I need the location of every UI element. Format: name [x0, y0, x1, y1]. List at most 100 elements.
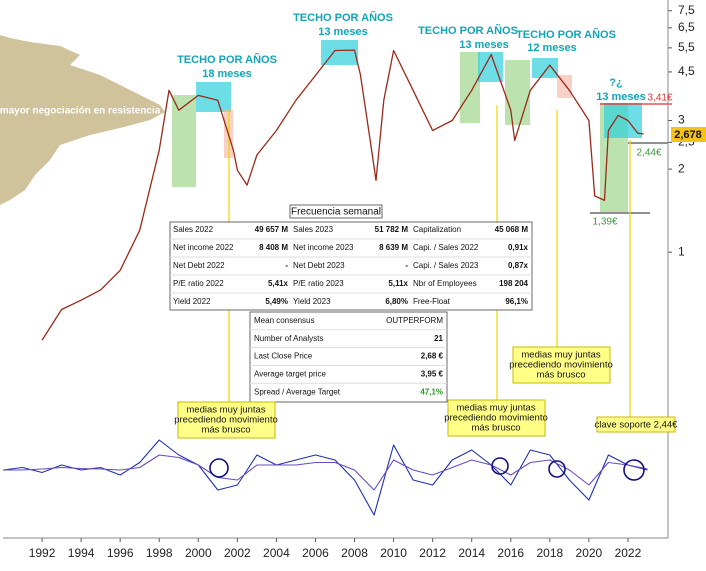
callout-line: precediendo movimiento: [444, 413, 548, 424]
price-line: [41, 49, 644, 341]
table-cell: Net Debt 2023: [293, 261, 345, 270]
table-cell: 5,49%: [265, 297, 288, 306]
table-cell: P/E ratio 2022: [173, 279, 224, 288]
ceiling-title: TECHO POR AÑOS: [516, 28, 616, 41]
callout-line: clave soporte 2,44€: [595, 420, 679, 431]
consensus-table: [249, 311, 448, 403]
table-cell: 21: [434, 334, 443, 343]
x-tick-label: 2006: [302, 546, 329, 560]
table-cell: Yield 2023: [293, 297, 331, 306]
level-label: 2,44€: [636, 148, 661, 159]
level-label: 1,39€: [592, 217, 617, 228]
table-cell: Average target price: [254, 370, 326, 379]
x-tick-label: 2018: [536, 546, 563, 560]
highlight-box: [196, 82, 231, 112]
table-cell: Net Debt 2022: [173, 261, 225, 270]
table-cell: 6,80%: [385, 297, 408, 306]
ceiling-title: TECHO POR AÑOS: [177, 53, 277, 66]
table-cell: 0,87x: [508, 261, 529, 270]
x-tick-label: 1996: [107, 546, 134, 560]
table-title-box: [289, 204, 383, 219]
callout-box: [596, 416, 676, 433]
table-cell: Yield 2022: [173, 297, 211, 306]
last-price: 2,678: [674, 129, 702, 141]
y-tick-label: 4,5: [678, 64, 695, 78]
table-cell: 2,68 €: [421, 352, 444, 361]
ceiling-title: TECHO POR AÑOS: [293, 11, 393, 24]
volume-profile: [0, 35, 165, 205]
table-cell: Capi. / Sales 2022: [413, 243, 479, 252]
x-tick-label: 1998: [146, 546, 173, 560]
highlight-box: [604, 103, 642, 138]
ceiling-period: 12 meses: [527, 42, 577, 54]
table-cell: 8 408 M: [259, 243, 288, 252]
callout-line: más brusco: [471, 423, 520, 434]
table-cell: OUTPERFORM: [386, 316, 443, 325]
callout-box: [177, 401, 276, 439]
oscillator-line: [2, 439, 648, 516]
x-tick-label: 2004: [263, 546, 290, 560]
ceiling-period: 18 meses: [202, 68, 252, 80]
table-cell: 5,41x: [268, 279, 289, 288]
highlight-box: [505, 60, 530, 125]
signal-circle: [548, 460, 566, 478]
y-tick-label: 3: [678, 113, 685, 127]
table-cell: 8 639 M: [379, 243, 408, 252]
callout-line: medias muy juntas: [456, 403, 535, 414]
x-tick-label: 2002: [224, 546, 251, 560]
signal-circle: [491, 457, 509, 475]
signal-circle: [209, 458, 229, 478]
x-tick-label: 2000: [185, 546, 212, 560]
volume-note: mayor negociación en resistencia: [0, 106, 161, 117]
table-cell: -: [285, 261, 288, 270]
table-cell: Nbr of Employees: [413, 279, 477, 288]
table-cell: 5,11x: [388, 279, 408, 288]
consensus-rows: Mean consensus OUTPERFORM Number of Analys…: [250, 316, 447, 396]
signal-circle: [623, 459, 645, 481]
table-cell: Capi. / Sales 2023: [413, 261, 479, 270]
ceiling-period: 13 meses: [459, 39, 509, 51]
fundamentals-rows: Sales 2022 49 657 M Sales 2023 51 782 M Capi…: [170, 225, 532, 306]
highlight-box: [532, 58, 558, 78]
table-title: Frecuencia semanal: [291, 207, 381, 218]
highlight-box: [460, 52, 480, 123]
y-tick-label: 6,5: [678, 20, 695, 34]
table-cell: Net income 2022: [173, 243, 234, 252]
table-cell: P/E ratio 2023: [293, 279, 344, 288]
table-cell: Free-Float: [413, 297, 451, 306]
ceiling-title: ?¿: [609, 77, 623, 89]
table-cell: Spread / Average Target: [254, 387, 341, 396]
x-tick-label: 2014: [458, 546, 485, 560]
table-cell: 51 782 M: [375, 225, 409, 234]
last-price-box: [671, 127, 706, 142]
table-cell: Number of Analysts: [254, 334, 323, 343]
table-cell: Last Close Price: [254, 352, 313, 361]
x-tick-label: 2010: [380, 546, 407, 560]
y-tick-label: 5,5: [678, 40, 695, 54]
x-tick-label: 2012: [419, 546, 446, 560]
highlight-box: [172, 95, 196, 187]
table-cell: Mean consensus: [254, 316, 314, 325]
table-cell: 3,95 €: [421, 370, 444, 379]
callout-box: [512, 346, 611, 384]
table-cell: Sales 2022: [173, 225, 214, 234]
table-cell: 96,1%: [505, 297, 528, 306]
x-tick-label: 2008: [341, 546, 368, 560]
table-cell: 47,1%: [420, 387, 443, 396]
ceiling-period: 13 meses: [596, 91, 646, 103]
table-cell: 198 204: [499, 279, 528, 288]
x-tick-label: 1994: [68, 546, 95, 560]
table-cell: -: [405, 261, 408, 270]
highlight-box: [557, 75, 572, 98]
oscillator-line: [3, 454, 648, 491]
y-tick-label: 1: [678, 244, 685, 258]
callout-box: [447, 399, 546, 437]
x-tick-label: 2020: [576, 546, 603, 560]
y-tick-label: 2: [678, 161, 685, 175]
callout-line: más brusco: [536, 370, 585, 381]
table-cell: Capitalization: [413, 225, 461, 234]
table-cell: 0,91x: [508, 243, 529, 252]
table-cell: 49 657 M: [255, 225, 289, 234]
table-cell: Net income 2023: [293, 243, 354, 252]
